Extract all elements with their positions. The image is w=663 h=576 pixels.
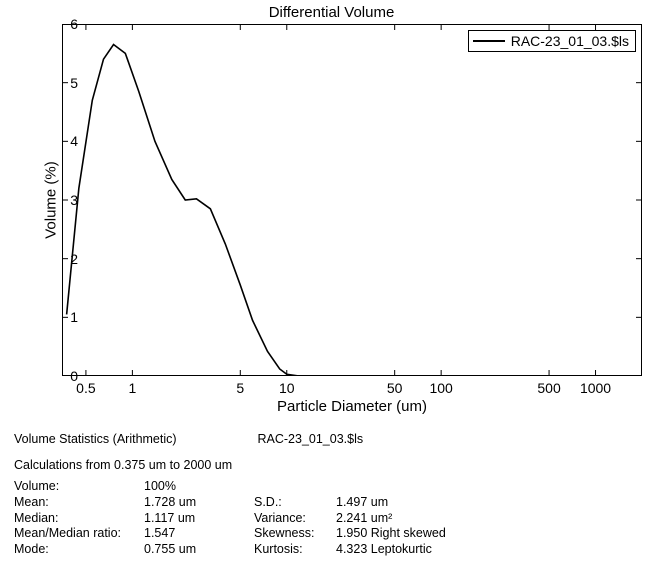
y-tick-label: 3 [70,192,78,208]
y-tick-label: 2 [70,251,78,267]
stat-label: Kurtosis: [254,542,336,558]
x-tick-label: 0.5 [76,380,95,396]
stats-row: Volume:100% [14,479,446,495]
stat-value: 1.497 um [336,495,388,511]
stat-value: 100% [144,479,254,495]
stat-value: 0.755 um [144,542,254,558]
x-tick-label: 1 [128,380,136,396]
stats-calc-note: Calculations from 0.375 um to 2000 um [14,458,446,474]
chart-title: Differential Volume [0,4,663,21]
page: Differential Volume Volume (%) RAC-23_01… [0,0,663,576]
stat-label: Median: [14,511,144,527]
chart-border [62,24,642,376]
x-axis-label: Particle Diameter (um) [62,398,642,415]
stat-value: 4.323 Leptokurtic [336,542,432,558]
stats-block: Volume Statistics (Arithmetic) RAC-23_01… [14,432,446,557]
stats-row: Median:1.117 umVariance:2.241 um² [14,511,446,527]
stat-label: Mean: [14,495,144,511]
stat-label: Mean/Median ratio: [14,526,144,542]
stats-header: Volume Statistics (Arithmetic) RAC-23_01… [14,432,446,448]
stats-row: Mean/Median ratio:1.547Skewness:1.950 Ri… [14,526,446,542]
legend: RAC-23_01_03.$ls [468,30,636,52]
stat-value: 1.728 um [144,495,254,511]
stat-label: S.D.: [254,495,336,511]
y-tick-label: 4 [70,133,78,149]
x-tick-label: 5 [236,380,244,396]
chart-area: RAC-23_01_03.$ls [62,24,642,376]
stats-row: Mean:1.728 umS.D.:1.497 um [14,495,446,511]
y-tick-label: 5 [70,75,78,91]
stats-rows: Volume:100%Mean:1.728 umS.D.:1.497 umMed… [14,479,446,557]
stat-label: Variance: [254,511,336,527]
stat-value: 1.950 Right skewed [336,526,446,542]
stats-header-left: Volume Statistics (Arithmetic) [14,432,254,448]
stats-row: Mode:0.755 umKurtosis:4.323 Leptokurtic [14,542,446,558]
legend-line-icon [473,40,505,42]
y-axis-label: Volume (%) [42,161,59,239]
x-tick-label: 1000 [580,380,611,396]
y-tick-label: 6 [70,16,78,32]
stat-label: Volume: [14,479,144,495]
stat-label: Mode: [14,542,144,558]
legend-label: RAC-23_01_03.$ls [511,33,629,49]
x-tick-label: 500 [537,380,560,396]
y-tick-label: 1 [70,309,78,325]
stat-label: Skewness: [254,526,336,542]
stat-value: 1.117 um [144,511,254,527]
stat-value: 1.547 [144,526,254,542]
x-tick-label: 50 [387,380,403,396]
stats-header-right: RAC-23_01_03.$ls [257,432,363,446]
x-tick-label: 10 [279,380,295,396]
x-tick-label: 100 [429,380,452,396]
stat-value: 2.241 um² [336,511,392,527]
